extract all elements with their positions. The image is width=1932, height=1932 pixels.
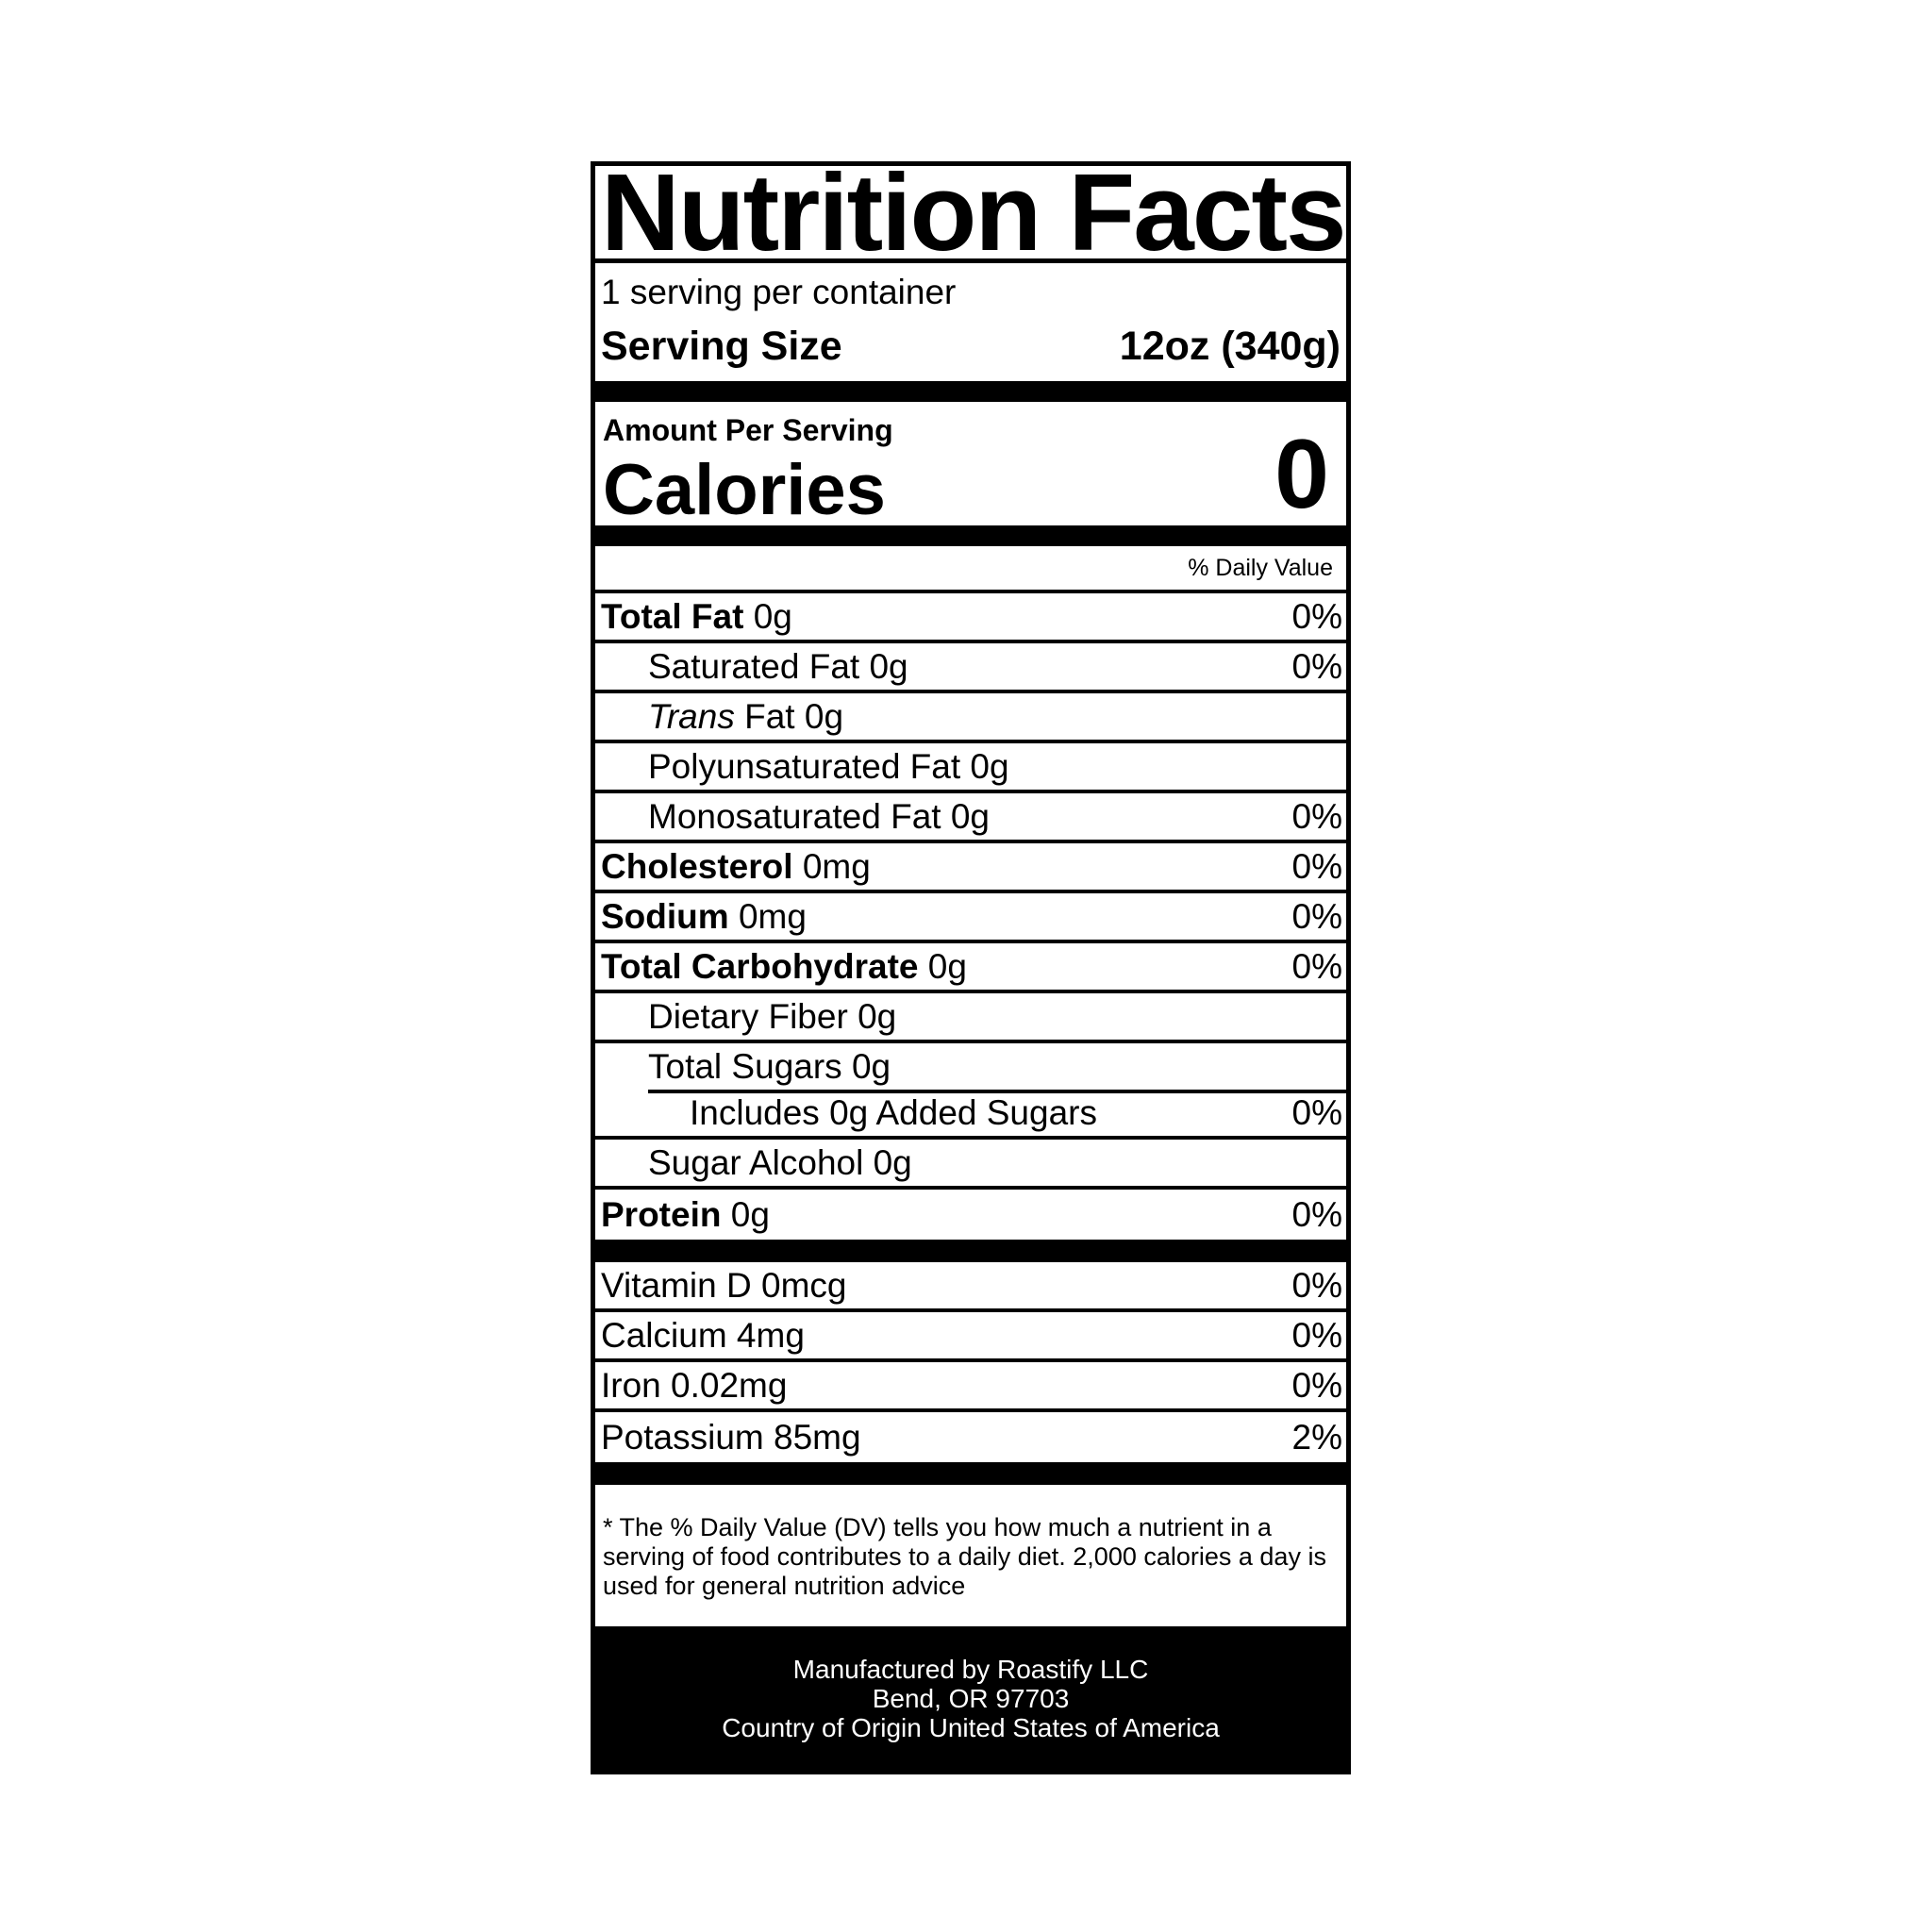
serving-size: Serving Size 12oz (340g) xyxy=(601,324,1341,370)
serving-size-value: 12oz (340g) xyxy=(1119,324,1341,369)
nutrient-row-polyunsaturated-fat: Polyunsaturated Fat 0g xyxy=(595,743,1346,793)
vitamin-row-potassium: Potassium 85mg 2% xyxy=(601,1417,1342,1457)
daily-value-footnote: * The % Daily Value (DV) tells you how m… xyxy=(603,1513,1326,1600)
nutrient-row-cholesterol: Cholesterol 0mg 0% xyxy=(595,843,1346,893)
country-of-origin: Country of Origin United States of Ameri… xyxy=(722,1713,1220,1742)
nutrient-row-saturated-fat: Saturated Fat 0g 0% xyxy=(595,643,1346,693)
daily-value-header: % Daily Value xyxy=(595,546,1346,593)
nutrient-row-added-sugars: Includes 0g Added Sugars 0% xyxy=(595,1090,1346,1140)
thick-divider xyxy=(595,1462,1346,1485)
manufacturer-info: Manufactured by Roastify LLC Bend, OR 97… xyxy=(595,1626,1346,1770)
calories-label: Calories xyxy=(603,450,886,530)
vitamin-row-vitamin-d: Vitamin D 0mcg 0% xyxy=(595,1262,1346,1312)
nutrient-row-monosaturated-fat: Monosaturated Fat 0g 0% xyxy=(595,793,1346,843)
nutrition-label: Nutrition Facts 1 serving per container … xyxy=(591,161,1351,1774)
nutrient-row-total-fat: Total Fat 0g 0% xyxy=(595,593,1346,643)
nutrient-row-sugar-alcohol: Sugar Alcohol 0g xyxy=(595,1140,1346,1190)
thick-divider xyxy=(595,381,1346,402)
vitamin-row-iron: Iron 0.02mg 0% xyxy=(595,1362,1346,1412)
label-title: Nutrition Facts xyxy=(595,166,1346,263)
nutrient-row-dietary-fiber: Dietary Fiber 0g xyxy=(595,993,1346,1043)
servings-per-container: 1 serving per container xyxy=(601,273,957,311)
thick-divider xyxy=(595,1240,1346,1262)
nutrient-row-total-sugars: Total Sugars 0g xyxy=(595,1043,1346,1093)
nutrient-row-total-carbohydrate: Total Carbohydrate 0g 0% xyxy=(595,943,1346,993)
thick-divider xyxy=(595,525,1346,546)
serving-section: 1 serving per container Serving Size 12o… xyxy=(595,263,1346,381)
vitamin-row-calcium: Calcium 4mg 0% xyxy=(595,1312,1346,1362)
serving-size-label: Serving Size xyxy=(601,324,842,369)
calories-value: 0 xyxy=(1274,420,1329,529)
nutrient-row-sodium: Sodium 0mg 0% xyxy=(595,893,1346,943)
nutrient-row-protein: Protein 0g 0% xyxy=(601,1194,1342,1234)
calories-section: Amount Per Serving Calories 0 xyxy=(595,402,1346,530)
manufacturer-address: Bend, OR 97703 xyxy=(872,1684,1070,1713)
nutrient-row-trans-fat: Trans Fat 0g xyxy=(595,693,1346,743)
amount-per-serving: Amount Per Serving xyxy=(603,413,893,447)
manufacturer-name: Manufactured by Roastify LLC xyxy=(792,1655,1149,1684)
